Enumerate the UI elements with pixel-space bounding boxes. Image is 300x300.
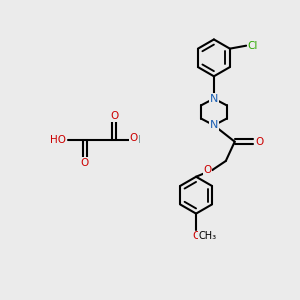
Text: O: O xyxy=(130,133,138,143)
Text: O: O xyxy=(256,137,264,147)
Text: N: N xyxy=(210,94,218,103)
Text: O: O xyxy=(192,231,200,242)
Text: H: H xyxy=(133,135,140,145)
Text: Cl: Cl xyxy=(248,41,258,51)
Text: N: N xyxy=(210,120,218,130)
Text: HO: HO xyxy=(50,135,66,145)
Text: O: O xyxy=(110,111,118,122)
Text: O: O xyxy=(80,158,89,168)
Text: O: O xyxy=(204,165,212,175)
Text: CH₃: CH₃ xyxy=(198,231,217,242)
